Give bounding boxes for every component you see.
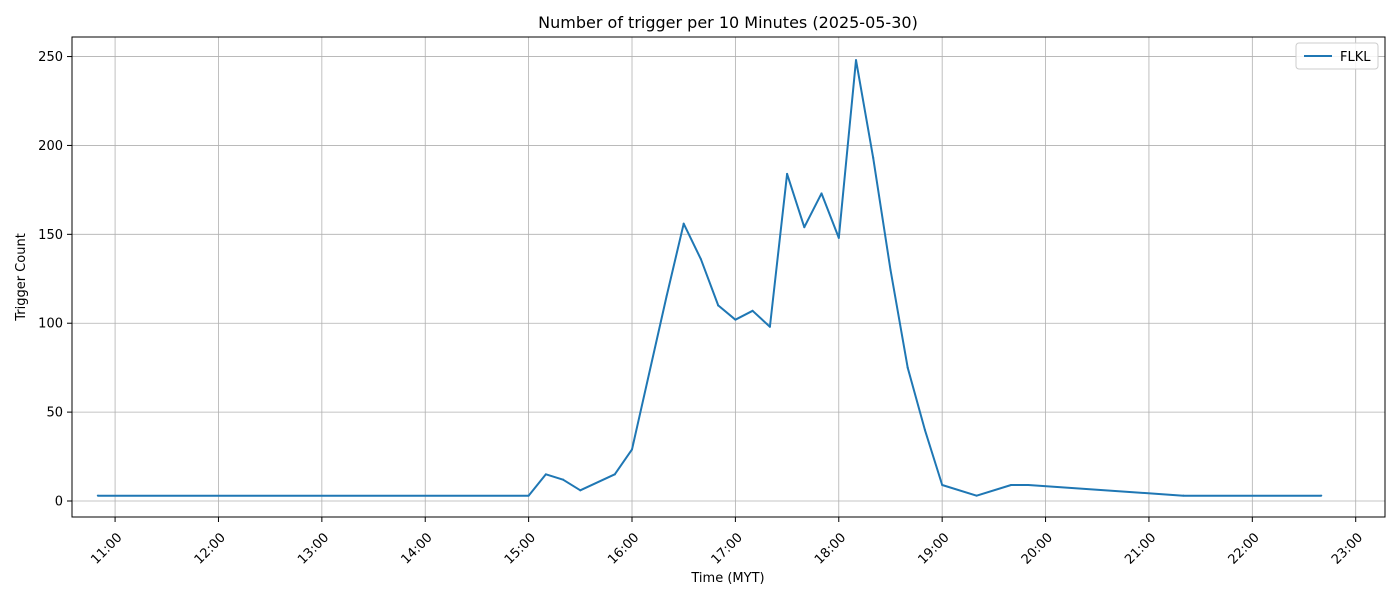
data-point-0-20 <box>889 268 892 271</box>
y-tick-label-5: 250 <box>38 50 63 65</box>
x-tick-label-10: 21:00 <box>1122 530 1159 567</box>
x-tick-label-0: 11:00 <box>88 530 125 567</box>
y-tick-label-4: 200 <box>38 139 63 154</box>
legend: FLKL <box>1295 42 1379 70</box>
data-point-0-14 <box>786 172 789 175</box>
data-point-0-19 <box>872 156 875 159</box>
y-axis-ticks: 0 50 100 150 200 250 <box>38 50 72 510</box>
data-point-0-8 <box>682 222 685 225</box>
data-point-0-10 <box>717 304 720 307</box>
y-tick-label-0: 0 <box>55 495 63 510</box>
x-axis-ticks: 11:00 12:00 13:00 14:00 15:00 16:00 17:00 18:00… <box>88 517 1366 568</box>
x-tick-label-1: 12:00 <box>192 530 229 567</box>
data-point-0-3 <box>562 478 565 481</box>
series-layer <box>96 59 1323 497</box>
data-point-0-26 <box>1027 484 1030 486</box>
x-tick-label-7: 18:00 <box>812 530 849 567</box>
x-tick-label-2: 13:00 <box>295 530 332 567</box>
plot-frame <box>71 36 1386 518</box>
data-point-0-5 <box>613 473 616 476</box>
data-point-0-15 <box>803 226 806 229</box>
data-point-0-21 <box>906 366 909 369</box>
data-point-0-17 <box>837 236 840 239</box>
data-point-0-12 <box>751 309 754 312</box>
data-point-0-18 <box>855 59 858 62</box>
x-tick-label-8: 19:00 <box>915 530 952 567</box>
x-tick-label-6: 17:00 <box>709 530 746 567</box>
data-point-0-16 <box>820 192 823 195</box>
chart-title: Number of trigger per 10 Minutes (2025-0… <box>538 13 918 32</box>
data-point-0-9 <box>699 258 702 261</box>
data-point-0-7 <box>665 295 668 298</box>
data-point-0-4 <box>579 489 582 492</box>
y-axis-label: Trigger Count <box>14 233 29 322</box>
data-point-0-13 <box>768 325 771 328</box>
data-point-0-0 <box>96 494 99 497</box>
y-tick-label-2: 100 <box>38 317 63 332</box>
data-point-0-27 <box>1182 494 1185 497</box>
x-tick-label-5: 16:00 <box>605 530 642 567</box>
legend-box <box>1295 42 1379 70</box>
legend-label: FLKL <box>1340 50 1371 65</box>
y-tick-label-3: 150 <box>38 228 63 243</box>
data-point-0-24 <box>975 494 978 497</box>
x-tick-label-11: 22:00 <box>1226 530 1263 567</box>
data-point-0-28 <box>1320 494 1323 497</box>
grid <box>72 37 1385 517</box>
data-point-0-2 <box>544 473 547 476</box>
x-axis-label: Time (MYT) <box>690 571 764 586</box>
x-tick-label-4: 15:00 <box>502 530 539 567</box>
data-point-0-25 <box>1010 484 1013 486</box>
x-tick-label-12: 23:00 <box>1329 530 1366 567</box>
series-line-0 <box>97 59 1322 497</box>
x-tick-label-9: 20:00 <box>1019 530 1056 567</box>
data-point-0-11 <box>734 318 737 321</box>
x-tick-label-3: 14:00 <box>398 530 435 567</box>
y-tick-label-1: 50 <box>46 406 63 421</box>
data-point-0-23 <box>941 484 944 486</box>
data-point-0-6 <box>631 448 634 451</box>
data-point-0-1 <box>527 494 530 497</box>
data-point-0-22 <box>923 428 926 431</box>
